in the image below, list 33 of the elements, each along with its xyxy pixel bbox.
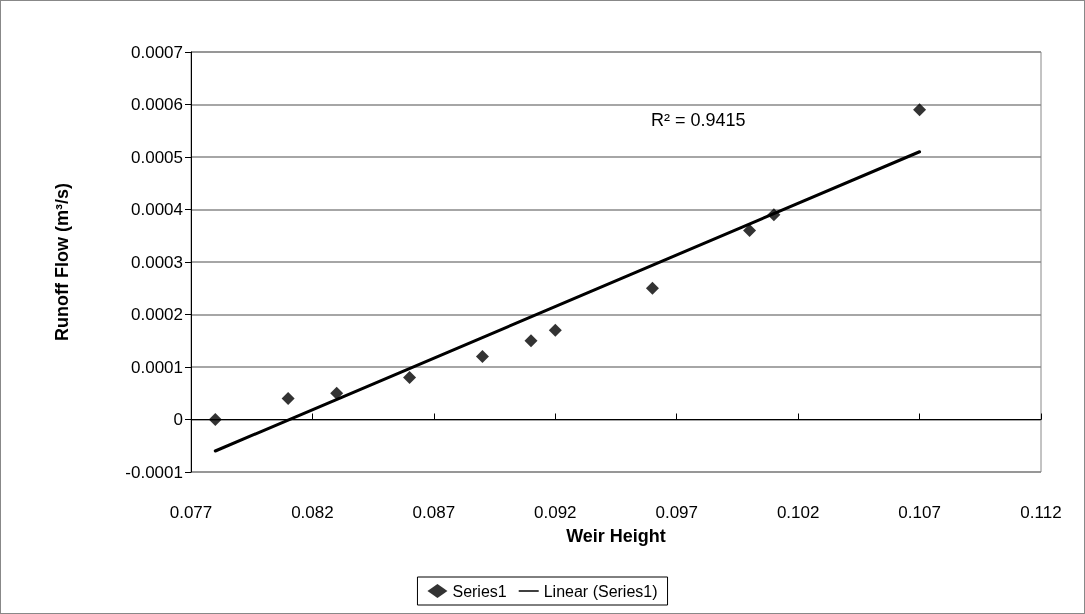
x-tick-label: 0.092 — [534, 503, 577, 522]
point — [524, 334, 538, 348]
legend-label: Linear (Series1) — [543, 582, 658, 600]
point — [208, 413, 222, 426]
y-tick-label: 0.0002 — [131, 305, 183, 324]
y-tick-label: 0.0006 — [131, 95, 183, 114]
x-tick-label: 0.082 — [291, 503, 334, 522]
point — [913, 103, 927, 117]
point — [743, 224, 757, 237]
point — [475, 350, 489, 363]
y-tick-label: -0.0001 — [125, 462, 183, 482]
y-tick-label: 0 — [173, 410, 183, 429]
y-tick-label: 0.0007 — [131, 42, 183, 62]
point — [767, 208, 781, 222]
annotation: R² = 0.9415 — [651, 110, 746, 130]
x-tick-label: 0.077 — [169, 503, 213, 522]
point — [548, 323, 562, 337]
y-axis-title: Runoff Flow (m³/s) — [52, 183, 72, 341]
x-tick-label: 0.107 — [898, 503, 941, 522]
y-tick-label: 0.0005 — [131, 147, 183, 167]
y-tick-label: 0.0004 — [131, 200, 183, 219]
x-tick-label: 0.102 — [776, 503, 820, 522]
y-tick-label: 0.0001 — [131, 357, 183, 377]
y-tick-label: 0.0003 — [131, 252, 183, 272]
point — [645, 281, 659, 295]
x-tick-label: 0.097 — [655, 503, 698, 522]
legend-label: Series1 — [452, 582, 507, 600]
point — [330, 386, 344, 400]
point — [403, 371, 417, 384]
x-tick-label: 0.112 — [1020, 503, 1062, 522]
x-axis-title: Weir Height — [566, 526, 666, 546]
point — [281, 392, 295, 405]
x-tick-label: 0.087 — [412, 503, 456, 522]
